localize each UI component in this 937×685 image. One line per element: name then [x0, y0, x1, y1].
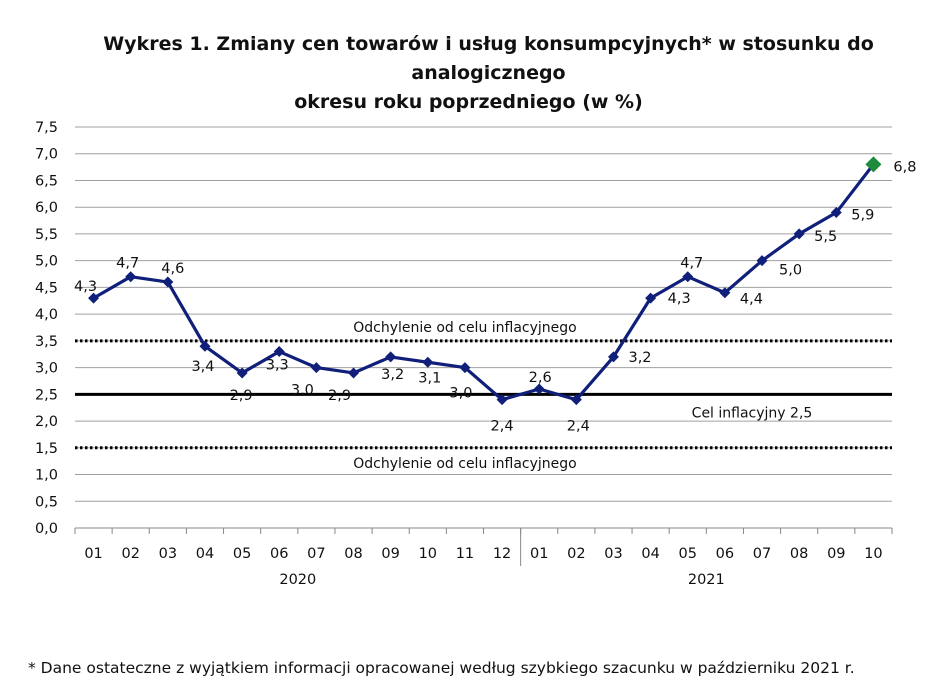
- data-point: [793, 228, 805, 240]
- x-tick-label: 08: [344, 546, 362, 562]
- line-chart: 0,0 0,5 1,0 1,5 2,0 2,5 3,0 3,5 4,0 4,5 5,0 5,5 6,0 6…: [35, 120, 917, 588]
- data-point: [459, 362, 471, 374]
- data-label: 3,0: [291, 383, 314, 399]
- y-tick-label: 1,5: [35, 441, 58, 457]
- data-point: [385, 351, 397, 363]
- data-label: 4,7: [680, 256, 703, 272]
- y-tick-label: 4,5: [35, 280, 58, 296]
- data-label: 2,9: [230, 388, 253, 404]
- y-tick-label: 6,0: [35, 200, 58, 216]
- y-tick-label: 6,5: [35, 173, 58, 189]
- data-label: 4,3: [74, 279, 97, 295]
- data-point: [348, 367, 360, 379]
- y-tick-label: 5,5: [35, 227, 58, 243]
- data-point: [88, 292, 100, 304]
- data-point: [682, 271, 694, 283]
- data-label: 3,2: [381, 367, 404, 383]
- y-tick-label: 7,5: [35, 120, 58, 136]
- x-tick-label: 02: [121, 546, 139, 562]
- data-point: [533, 383, 545, 395]
- x-tick-label: 07: [753, 546, 771, 562]
- x-tick-label: 09: [381, 546, 399, 562]
- y-tick-label: 1,0: [35, 468, 58, 484]
- chart-title-line-2: okresu roku poprzedniego (w %): [294, 91, 643, 113]
- year-label: 2021: [688, 572, 725, 588]
- data-point: [422, 356, 434, 368]
- x-tick-label: 10: [419, 546, 437, 562]
- data-point: [570, 394, 582, 406]
- y-tick-label: 2,5: [35, 387, 58, 403]
- y-tick-label: 2,0: [35, 414, 58, 430]
- y-tick-label: 3,0: [35, 361, 58, 377]
- y-tick-label: 7,0: [35, 147, 58, 163]
- data-label: 4,6: [161, 261, 184, 277]
- data-label: 2,4: [491, 419, 514, 435]
- data-label: 4,4: [740, 292, 763, 308]
- data-label: 5,0: [779, 263, 802, 279]
- deviation-label: Odchylenie od celu inflacyjnego: [353, 320, 577, 336]
- data-label: 3,3: [266, 358, 289, 374]
- data-point: [162, 276, 174, 288]
- data-point: [273, 346, 285, 358]
- data-label: 4,3: [668, 291, 691, 307]
- data-label: 3,2: [628, 350, 651, 366]
- data-label: 3,4: [191, 359, 214, 375]
- data-label: 2,9: [328, 388, 351, 404]
- year-label: 2020: [279, 572, 316, 588]
- data-label: 5,5: [814, 229, 837, 245]
- chart-title-line-1: Wykres 1. Zmiany cen towarów i usług kon…: [103, 33, 874, 84]
- data-point: [607, 351, 619, 363]
- y-tick-label: 5,0: [35, 254, 58, 270]
- x-tick-label: 01: [530, 546, 548, 562]
- x-tick-label: 07: [307, 546, 325, 562]
- y-tick-label: 0,0: [35, 521, 58, 537]
- x-tick-label: 08: [790, 546, 808, 562]
- data-label: 2,6: [529, 370, 552, 386]
- data-point: [645, 292, 657, 304]
- data-label: 6,8: [893, 159, 916, 175]
- x-tick-label: 04: [196, 546, 214, 562]
- x-tick-label: 06: [716, 546, 734, 562]
- x-tick-label: 03: [159, 546, 177, 562]
- x-tick-label: 06: [270, 546, 288, 562]
- x-tick-label: 05: [679, 546, 697, 562]
- y-tick-label: 0,5: [35, 494, 58, 510]
- chart-title: Wykres 1. Zmiany cen towarów i usług kon…: [0, 30, 937, 117]
- inflation-target-label: Cel inflacyjny 2,5: [692, 405, 813, 421]
- data-label: 3,0: [449, 386, 472, 402]
- data-point: [236, 367, 248, 379]
- data-label: 2,4: [567, 419, 590, 435]
- data-point: [756, 255, 768, 267]
- x-tick-label: 05: [233, 546, 251, 562]
- x-tick-label: 09: [827, 546, 845, 562]
- y-tick-label: 4,0: [35, 307, 58, 323]
- footnote: * Dane ostateczne z wyjątkiem informacji…: [28, 659, 855, 677]
- data-label: 5,9: [851, 208, 874, 224]
- data-label: 4,7: [116, 256, 139, 272]
- x-tick-label: 01: [84, 546, 102, 562]
- x-tick-label: 02: [567, 546, 585, 562]
- y-tick-label: 3,5: [35, 334, 58, 350]
- latest-data-point: [865, 156, 882, 173]
- series-line: [92, 163, 875, 402]
- data-point: [830, 207, 842, 219]
- x-tick-label: 04: [641, 546, 659, 562]
- x-tick-label: 11: [456, 546, 474, 562]
- data-point: [719, 287, 731, 299]
- x-tick-label: 12: [493, 546, 511, 562]
- data-label: 3,1: [418, 370, 441, 386]
- data-point: [496, 394, 508, 406]
- data-point: [199, 340, 211, 352]
- x-tick-label: 03: [604, 546, 622, 562]
- deviation-label: Odchylenie od celu inflacyjnego: [353, 456, 577, 472]
- x-tick-label: 10: [864, 546, 882, 562]
- data-point: [125, 271, 137, 283]
- data-point: [310, 362, 322, 374]
